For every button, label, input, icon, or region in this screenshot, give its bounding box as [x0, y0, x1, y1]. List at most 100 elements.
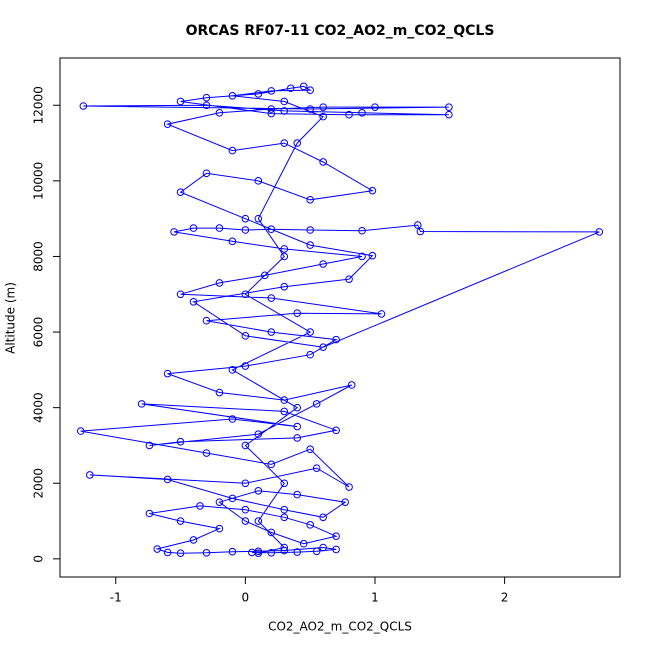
data-point: [163, 120, 172, 128]
data-point: [176, 437, 185, 446]
data-point: [345, 275, 353, 283]
data-point: [202, 101, 211, 110]
data-point: [312, 464, 321, 472]
data-point: [267, 460, 276, 469]
data-point: [228, 237, 237, 246]
data-point: [286, 84, 295, 93]
data-point: [280, 546, 289, 555]
data-point: [306, 328, 314, 336]
data-point: [445, 103, 453, 111]
data-point: [358, 252, 366, 261]
data-point: [319, 543, 327, 552]
data-point: [280, 513, 289, 522]
chart-title: ORCAS RF07-11 CO2_AO2_m_CO2_QCLS: [186, 23, 495, 39]
data-point: [163, 369, 172, 378]
y-tick-label: 0: [32, 555, 46, 563]
data-point: [202, 93, 211, 102]
data-point: [176, 188, 185, 196]
data-point: [319, 112, 327, 121]
data-point: [358, 226, 366, 235]
data-point: [267, 109, 276, 118]
plot-frame: [59, 57, 621, 578]
data-point: [358, 109, 366, 117]
data-point: [196, 502, 204, 510]
data-point: [241, 517, 250, 525]
data-point: [332, 532, 340, 540]
data-point: [145, 441, 154, 450]
data-point: [79, 102, 88, 110]
data-point: [170, 228, 178, 236]
y-tick-label: 2000: [32, 468, 46, 499]
data-point: [280, 407, 289, 416]
data-point: [215, 224, 224, 232]
data-point: [345, 483, 353, 491]
data-point: [416, 227, 425, 236]
data-point: [189, 224, 198, 232]
data-point: [319, 103, 327, 111]
data-point: [261, 271, 269, 280]
data-point: [413, 221, 422, 229]
data-point: [241, 362, 250, 370]
data-point: [280, 139, 289, 147]
data-point: [280, 107, 289, 115]
data-point: [228, 494, 237, 503]
data-point: [280, 97, 289, 106]
data-point: [202, 549, 211, 557]
y-tick-label: 4000: [32, 392, 46, 423]
data-point: [345, 110, 353, 119]
data-point: [293, 139, 302, 147]
data-point: [332, 426, 340, 435]
data-point: [145, 509, 154, 518]
data-point: [377, 310, 386, 318]
data-point: [280, 543, 289, 552]
x-tick-label: -1: [110, 591, 122, 605]
data-point: [241, 290, 250, 299]
data-point: [280, 396, 289, 404]
data-point: [86, 471, 94, 479]
data-point: [241, 226, 250, 234]
data-point: [215, 109, 224, 117]
data-point: [299, 82, 308, 91]
data-point: [293, 403, 302, 412]
data-point: [306, 86, 314, 94]
data-point: [228, 146, 237, 155]
data-point: [312, 547, 321, 556]
data-point: [254, 430, 263, 438]
data-point: [76, 427, 85, 435]
data-point: [332, 545, 340, 554]
data-line: [80, 85, 600, 554]
data-point: [299, 539, 308, 548]
data-point: [176, 290, 185, 299]
data-point: [215, 524, 224, 533]
x-tick-label: 2: [501, 591, 509, 605]
data-point: [319, 343, 327, 351]
data-point: [254, 90, 263, 98]
data-point: [306, 105, 314, 113]
data-point: [280, 282, 289, 291]
data-point: [341, 498, 349, 506]
data-point: [280, 245, 289, 253]
data-point: [267, 328, 276, 336]
x-axis-label: CO2_AO2_m_CO2_QCLS: [268, 620, 412, 634]
data-point: [267, 87, 276, 95]
data-point: [306, 241, 314, 249]
data-point: [254, 549, 263, 557]
data-point: [241, 441, 250, 450]
data-point: [595, 228, 604, 236]
data-point: [267, 225, 276, 234]
data-point: [241, 332, 250, 340]
data-point: [267, 294, 276, 302]
data-point: [371, 103, 379, 111]
y-tick-label: 12000: [32, 86, 46, 124]
data-point: [368, 186, 377, 195]
data-point: [176, 549, 185, 557]
data-point: [306, 521, 314, 529]
data-point: [312, 400, 321, 408]
data-point: [215, 388, 224, 397]
data-point: [293, 434, 302, 442]
data-point: [280, 479, 289, 488]
data-point: [319, 260, 327, 268]
data-point: [445, 110, 453, 119]
